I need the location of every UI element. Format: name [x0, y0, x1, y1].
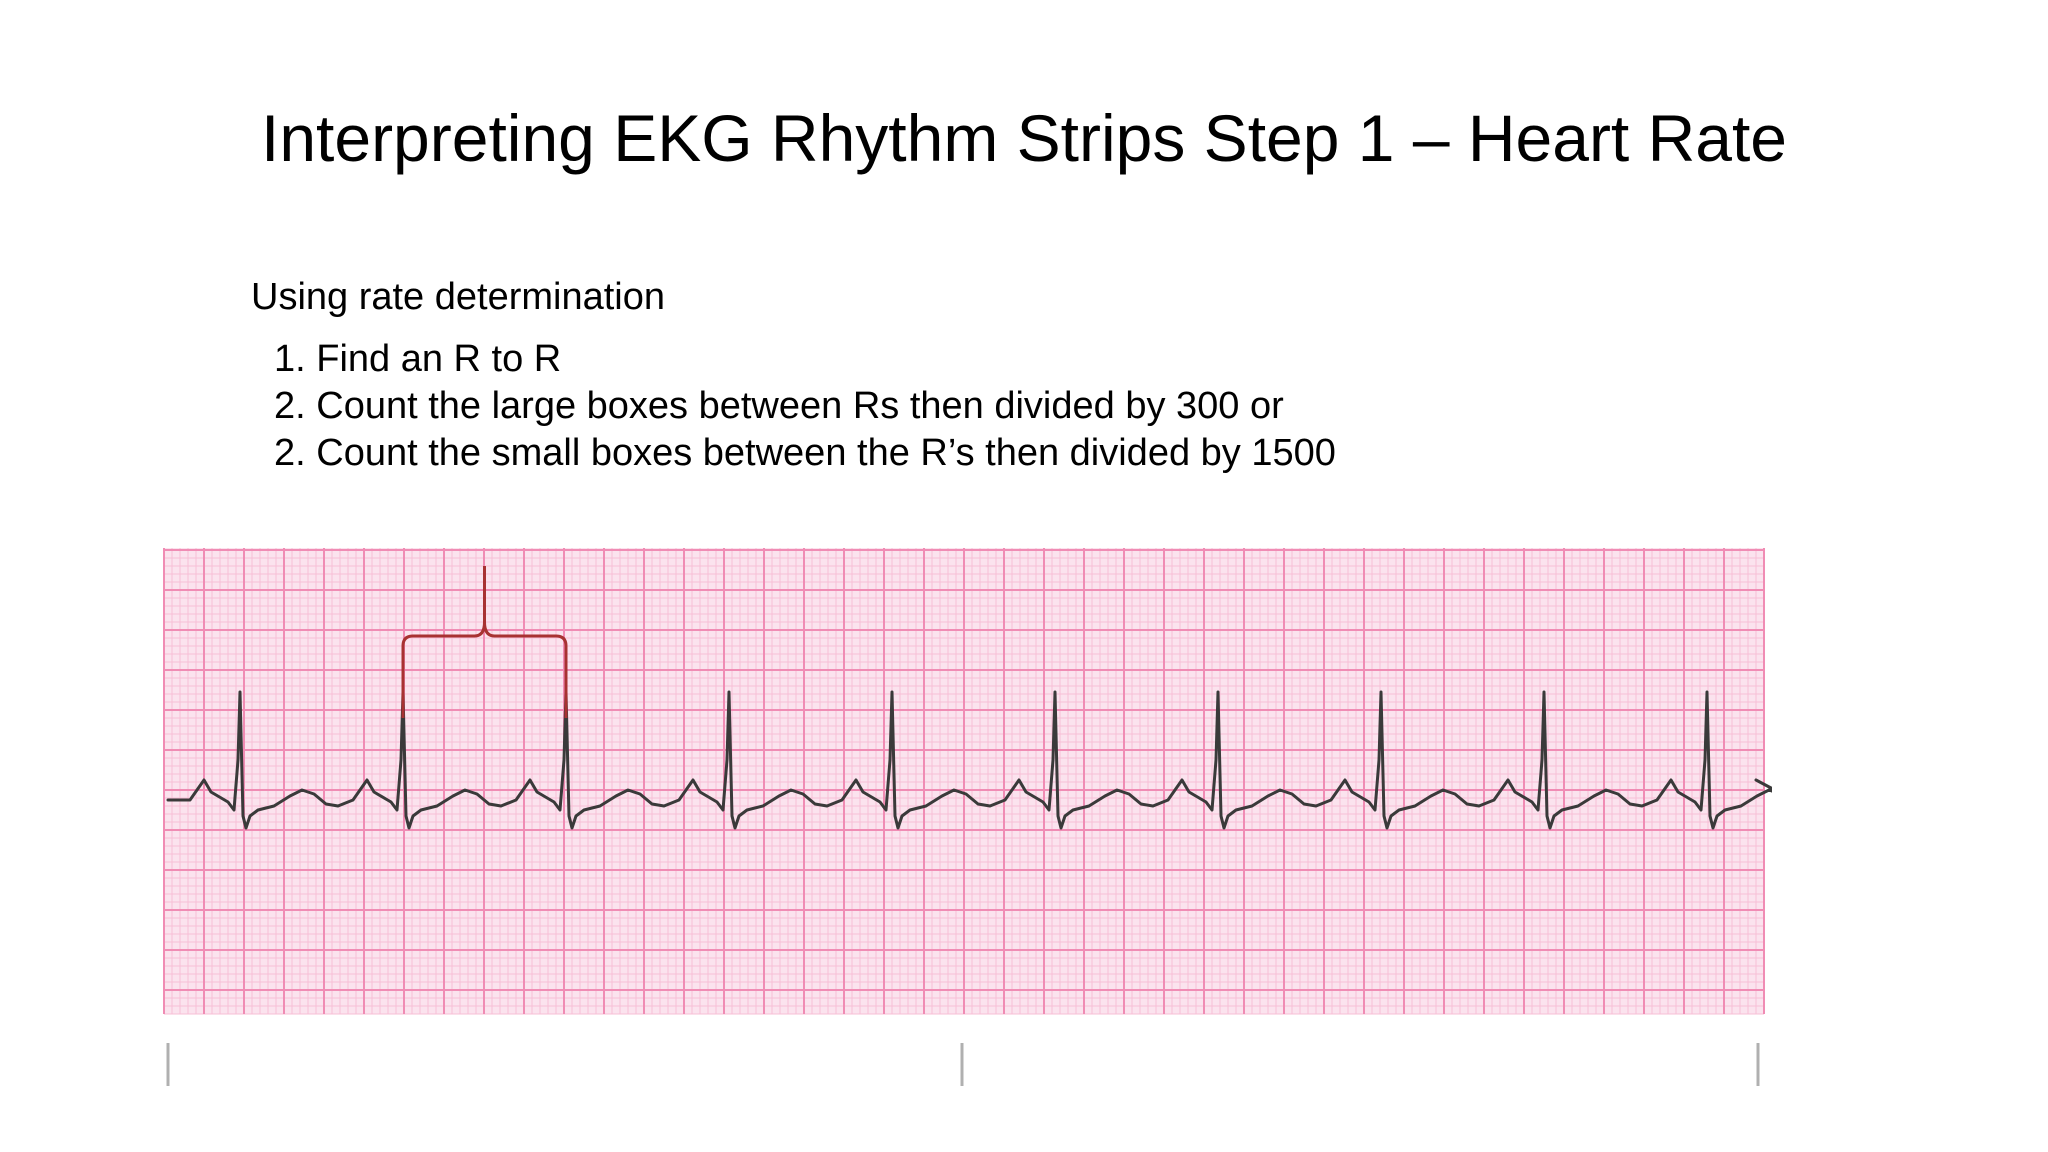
slide-title: Interpreting EKG Rhythm Strips Step 1 – … [260, 101, 1788, 175]
r-to-r-bracket [401, 566, 568, 718]
step-item: 2. Count the large boxes between Rs then… [274, 385, 1284, 427]
intro-text: Using rate determination [251, 276, 665, 318]
step-item: 1. Find an R to R [274, 338, 562, 380]
step-item: 2. Count the small boxes between the R’s… [274, 432, 1336, 474]
ekg-time-marks [166, 1043, 1760, 1086]
steps-list: 1. Find an R to R 2. Count the large box… [274, 336, 1336, 477]
ekg-trace [166, 690, 1772, 830]
ekg-rhythm-strip [163, 548, 1772, 1086]
